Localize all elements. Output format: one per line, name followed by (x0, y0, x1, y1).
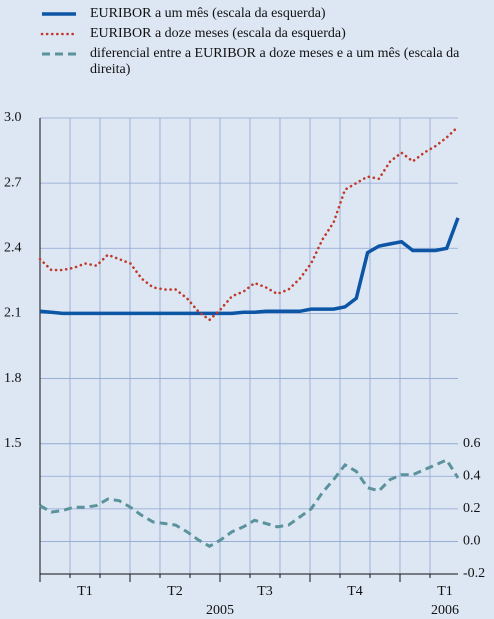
legend-entry: EURIBOR a um mês (escala da esquerda) (0, 6, 494, 22)
y2-tick-label: -0.2 (463, 566, 485, 581)
series-line (38, 125, 460, 322)
legend-swatch (42, 12, 76, 16)
legend-swatch (42, 52, 76, 56)
legend-swatch (40, 32, 78, 36)
x-tick-label: T2 (167, 584, 183, 599)
y-tick-label: 1.5 (4, 436, 22, 451)
x-tick-label: T3 (257, 584, 273, 599)
y-tick-label: 1.8 (4, 371, 22, 386)
series-line (39, 217, 460, 316)
y2-tick-label: 0.6 (463, 436, 481, 451)
y-tick-label: 2.4 (4, 241, 22, 256)
legend-label: diferencial entre a EURIBOR a doze meses… (90, 46, 460, 77)
year-label: 2005 (206, 603, 234, 618)
series-line (39, 458, 460, 549)
year-label: 2006 (431, 603, 459, 618)
y-tick-label: 3.0 (4, 110, 22, 125)
legend-label: EURIBOR a doze meses (escala da esquerda… (90, 26, 346, 41)
legend-entry: diferencial entre a EURIBOR a doze meses… (0, 46, 494, 78)
y-tick-label: 2.1 (4, 306, 22, 321)
x-tick-label: T4 (347, 584, 363, 599)
y-tick-label: 2.7 (4, 175, 22, 190)
x-tick-label: T1 (77, 584, 93, 599)
y2-tick-label: 0.2 (463, 501, 481, 516)
legend: EURIBOR a um mês (escala da esquerda) EUR… (0, 6, 494, 82)
x-tick-label: T1 (437, 584, 453, 599)
y2-tick-label: 0.4 (463, 469, 481, 484)
legend-entry: EURIBOR a doze meses (escala da esquerda… (0, 26, 494, 42)
y2-tick-label: 0.0 (463, 534, 481, 549)
legend-label: EURIBOR a um mês (escala da esquerda) (90, 6, 326, 21)
